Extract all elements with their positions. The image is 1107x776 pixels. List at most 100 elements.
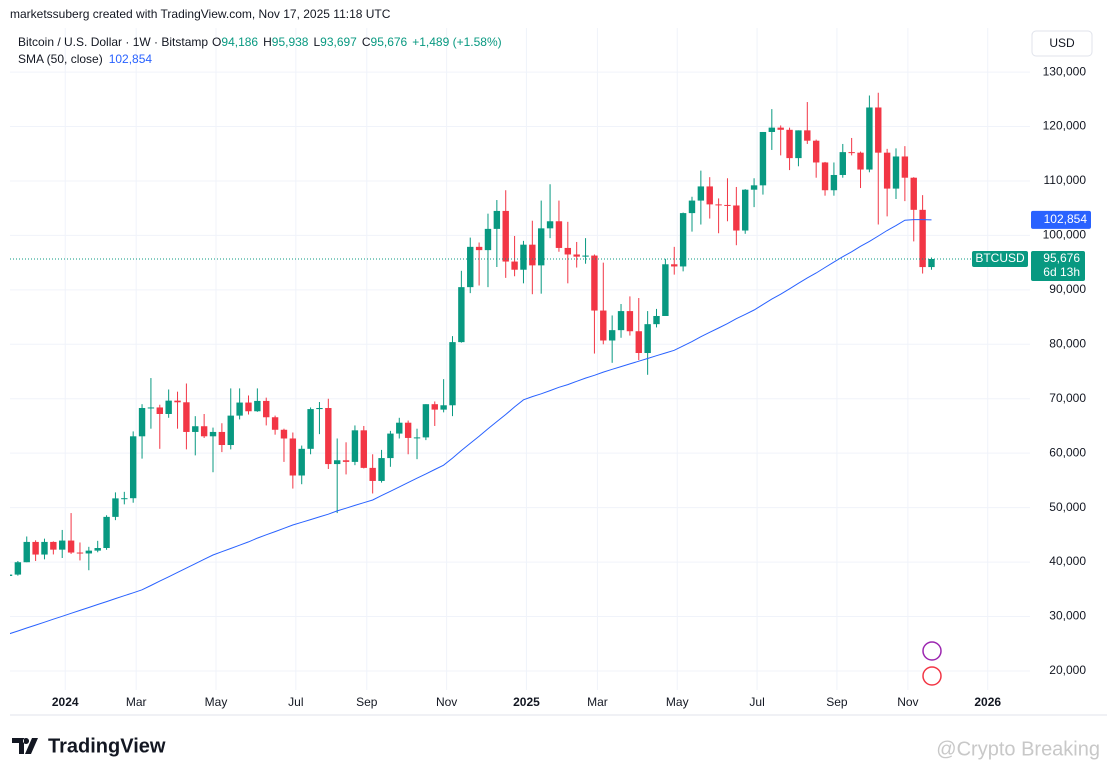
x-tick-label: 2025 — [513, 695, 540, 709]
price-tag-text: 95,676 — [1043, 251, 1080, 265]
candle-body — [866, 107, 873, 170]
candle-body — [129, 436, 137, 499]
candle-body — [919, 209, 926, 268]
watermark: @Crypto Breaking — [936, 738, 1100, 760]
candle-body — [245, 402, 252, 412]
candle-body — [600, 310, 607, 341]
legend-value: 95,676 — [371, 35, 408, 49]
x-tick-label: 2026 — [974, 695, 1001, 709]
candle-body — [555, 221, 563, 248]
candle-body — [174, 400, 181, 403]
candle-body — [431, 404, 438, 410]
candle-body — [351, 430, 359, 462]
candle-body — [280, 429, 288, 439]
currency-box[interactable] — [1031, 30, 1093, 57]
x-tick-label: Jul — [749, 695, 764, 709]
candle-body — [449, 342, 456, 406]
candle-body — [830, 174, 838, 191]
candle-body — [759, 131, 767, 186]
y-tick-label: 70,000 — [1049, 391, 1086, 405]
candle-body — [697, 186, 705, 201]
candle-body — [413, 437, 421, 439]
legend: Bitcoin / U.S. Dollar · 1W · Bitstamp O94… — [18, 35, 502, 49]
candle-body — [546, 221, 554, 229]
y-tick-label: 80,000 — [1049, 336, 1086, 350]
candle-body — [671, 264, 678, 267]
sma-name: SMA (50, close) — [18, 52, 103, 66]
candle-body — [484, 228, 492, 251]
brand: TradingView — [48, 735, 166, 757]
candle-body — [857, 152, 864, 170]
candle-body — [289, 438, 297, 476]
candle-body — [821, 162, 829, 191]
candle-body — [839, 152, 846, 175]
candle-body — [777, 127, 784, 130]
candle-body — [848, 152, 855, 154]
candle-body — [440, 405, 447, 410]
x-tick-label: 2024 — [52, 695, 79, 709]
candle-body — [85, 550, 93, 554]
candle-body — [360, 430, 367, 468]
legend-title: Bitcoin / U.S. Dollar · 1W · Bitstamp — [18, 35, 208, 49]
candle-body — [112, 498, 119, 517]
sma-tag-text: 102,854 — [1044, 212, 1088, 226]
x-tick-label: May — [666, 695, 689, 709]
candle-body — [467, 246, 474, 288]
candle-body — [582, 255, 589, 257]
y-tick-label: 110,000 — [1044, 173, 1087, 187]
x-tick-label: Nov — [436, 695, 457, 709]
candle-body — [520, 244, 527, 270]
candle-body — [342, 460, 350, 462]
candle-body — [298, 448, 305, 476]
y-tick-label: 40,000 — [1049, 554, 1086, 568]
candle-body — [147, 407, 155, 409]
x-tick-label: Jul — [288, 695, 303, 709]
candle-body — [617, 311, 625, 331]
candle-body — [750, 185, 758, 190]
candle-body — [591, 255, 598, 311]
candle-body — [200, 426, 208, 437]
y-tick-label: 50,000 — [1049, 500, 1086, 514]
legend-key: H — [263, 35, 272, 49]
candle-body — [271, 417, 279, 430]
y-tick-label: 30,000 — [1049, 609, 1086, 623]
candle-body — [662, 264, 669, 316]
sma-legend: SMA (50, close) 102,854 — [18, 52, 152, 66]
candle-body — [458, 287, 465, 343]
legend-key: C — [362, 35, 371, 49]
sma-tag — [1031, 210, 1091, 229]
x-tick-label: Nov — [897, 695, 918, 709]
candle-body — [59, 540, 66, 550]
legend-key: O — [212, 35, 221, 49]
grid — [10, 28, 1030, 690]
candle-body — [733, 205, 740, 231]
currency[interactable]: USD — [1049, 36, 1075, 50]
candle-body — [688, 200, 696, 214]
x-tick-label: Mar — [126, 695, 147, 709]
y-tick-label: 60,000 — [1049, 445, 1086, 459]
candle-body — [768, 127, 776, 132]
candle-body — [396, 422, 403, 434]
candle-body — [76, 552, 84, 554]
event-icon[interactable] — [922, 641, 942, 661]
candle-body — [892, 156, 900, 189]
x-tick-label: Sep — [356, 695, 378, 709]
candle-body — [94, 548, 101, 551]
candle-body — [724, 204, 731, 206]
candle-body — [786, 129, 793, 159]
candle-body — [653, 315, 660, 325]
y-tick-label: 120,000 — [1043, 119, 1087, 133]
symbol-tag-text: BTCUSD — [975, 251, 1025, 265]
legend-value: 94,186 — [221, 35, 258, 49]
candle-body — [236, 402, 243, 416]
sma-value: 102,854 — [109, 52, 153, 66]
candle-body — [422, 404, 430, 438]
y-tick-label: 130,000 — [1043, 64, 1087, 78]
candle-body — [742, 189, 749, 231]
sma-line — [10, 219, 932, 635]
event-icon[interactable] — [922, 666, 942, 686]
candle-body — [165, 400, 172, 414]
candle-body — [387, 433, 394, 459]
